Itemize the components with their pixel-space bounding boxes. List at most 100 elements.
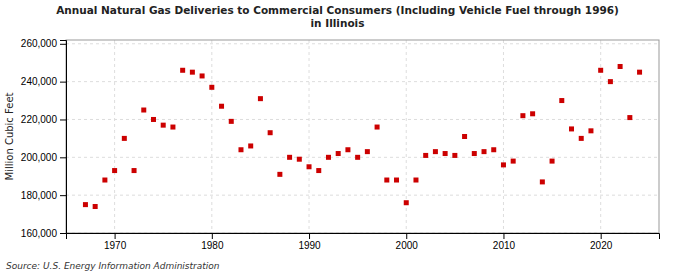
point	[491, 147, 496, 152]
tick-label: 1970	[104, 240, 127, 251]
plot: 1970 1980 1990 2000 2010 2020 160,000 180,000 20…	[21, 38, 660, 251]
point	[141, 108, 146, 113]
plot-frame	[66, 40, 659, 233]
tick-label: 160,000	[21, 228, 58, 239]
tick: 180,000	[21, 190, 66, 201]
tick: 1980	[201, 233, 224, 251]
tick-label: 2000	[396, 240, 419, 251]
point	[287, 155, 292, 160]
point	[355, 155, 360, 160]
x-axis: 1970 1980 1990 2000 2010 2020	[67, 233, 660, 251]
point	[462, 134, 467, 139]
point	[579, 136, 584, 141]
point	[122, 136, 127, 141]
tick: 240,000	[21, 76, 66, 87]
point	[258, 96, 263, 101]
point	[404, 200, 409, 205]
point	[248, 143, 253, 148]
grid-line	[309, 40, 310, 233]
grid-line	[114, 40, 115, 233]
grid-line	[66, 195, 659, 196]
grid-line	[66, 43, 659, 44]
point	[161, 123, 166, 128]
point	[452, 153, 457, 158]
y-axis: 160,000 180,000 200,000 220,000 240,000 260,0…	[21, 38, 67, 238]
tick-mark	[60, 82, 66, 83]
point	[413, 178, 418, 183]
point	[326, 155, 331, 160]
point	[268, 130, 273, 135]
point	[345, 147, 350, 152]
tick-label: 260,000	[21, 38, 58, 49]
point	[190, 70, 195, 75]
title-line: Annual Natural Gas Deliveries to Commerc…	[56, 4, 619, 16]
point	[608, 79, 613, 84]
point	[569, 126, 574, 131]
point	[238, 147, 243, 152]
grid-line	[66, 81, 659, 82]
tick: 2010	[493, 233, 516, 251]
tick-label: 2010	[493, 240, 516, 251]
tick: 220,000	[21, 114, 66, 125]
tick-mark	[212, 233, 213, 239]
point	[93, 204, 98, 209]
tick-mark	[60, 119, 66, 120]
point	[336, 151, 341, 156]
point	[112, 168, 117, 173]
point	[132, 168, 137, 173]
point	[180, 68, 185, 73]
point	[209, 85, 214, 90]
point	[501, 162, 506, 167]
point	[598, 68, 603, 73]
point	[618, 64, 623, 69]
point	[297, 157, 302, 162]
point	[550, 159, 555, 164]
tick-label: 200,000	[21, 152, 58, 163]
tick: 2020	[590, 233, 613, 251]
tick-label: 1980	[201, 240, 224, 251]
point	[511, 159, 516, 164]
tick-label: 220,000	[21, 114, 58, 125]
title-line: in Illinois	[311, 17, 365, 29]
point	[472, 151, 477, 156]
tick-label: 180,000	[21, 190, 58, 201]
tick-mark	[406, 233, 407, 239]
tick: 1990	[298, 233, 321, 251]
tick-label: 2020	[590, 240, 613, 251]
point	[83, 202, 88, 207]
point	[316, 168, 321, 173]
grid-line	[503, 40, 504, 233]
point	[151, 117, 156, 122]
tick-mark	[60, 157, 66, 158]
point	[637, 70, 642, 75]
tick-label: 240,000	[21, 76, 58, 87]
point	[200, 73, 205, 78]
point	[102, 178, 107, 183]
tick-mark	[309, 233, 310, 239]
tick-mark	[60, 44, 66, 45]
grid-line	[66, 157, 659, 158]
point	[170, 125, 175, 130]
y-axis-title: Million Cubic Feet	[4, 92, 15, 180]
tick: 260,000	[21, 38, 66, 49]
axis-line	[67, 234, 660, 240]
point	[307, 164, 312, 169]
tick: 1970	[104, 233, 127, 251]
grid-line	[211, 40, 212, 233]
point	[375, 125, 380, 130]
point	[530, 111, 535, 116]
point	[433, 149, 438, 154]
point	[219, 104, 224, 109]
tick-mark	[601, 233, 602, 239]
source: Source: U.S. Energy Information Administ…	[6, 261, 220, 271]
point	[559, 98, 564, 103]
grid	[66, 40, 659, 233]
point	[394, 178, 399, 183]
point	[482, 149, 487, 154]
point	[627, 115, 632, 120]
tick: 2000	[396, 233, 419, 251]
point	[384, 178, 389, 183]
point	[423, 153, 428, 158]
title: Annual Natural Gas Deliveries to Commerc…	[56, 4, 619, 29]
point	[540, 179, 545, 184]
